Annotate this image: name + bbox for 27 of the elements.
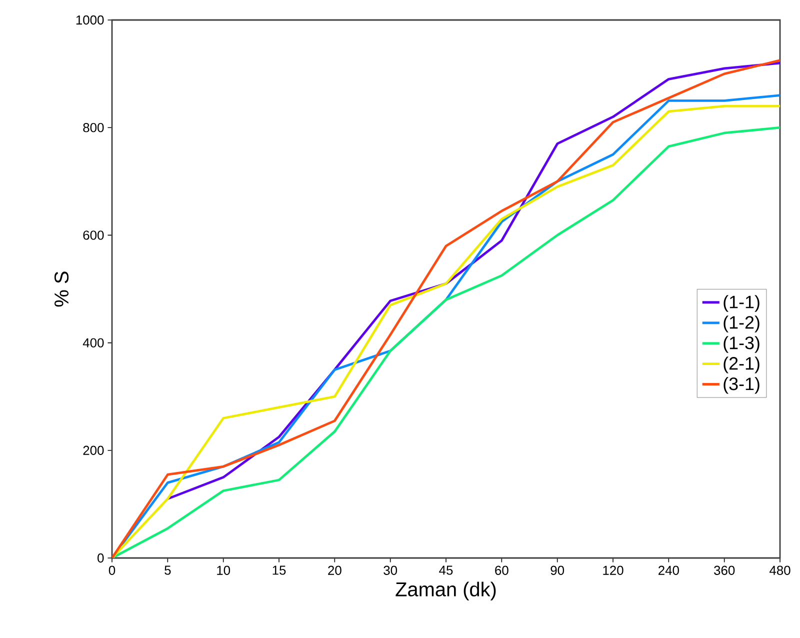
x-tick-label: 480 (770, 566, 790, 575)
x-tick-label: 45 (439, 566, 453, 575)
x-tick-label: 90 (550, 566, 564, 575)
y-tick-label: 800 (83, 123, 104, 132)
x-tick-label: 10 (217, 566, 230, 575)
x-tick-label: 240 (658, 566, 679, 575)
legend-label: (1-1) (724, 295, 760, 312)
x-tick-label: 60 (495, 566, 508, 575)
x-tick-label: 20 (328, 566, 342, 575)
x-tick-label: 120 (603, 566, 624, 575)
legend-label: (2-1) (724, 356, 760, 374)
x-tick-label: 5 (164, 566, 171, 575)
legend-label: (3-1) (724, 377, 760, 394)
y-axis-title: % S (54, 272, 69, 307)
x-tick-label: 30 (384, 566, 398, 575)
x-tick-label: 360 (714, 566, 735, 575)
legend-label: (1-2) (724, 316, 760, 332)
y-tick-label: 600 (83, 230, 104, 240)
y-tick-label: 200 (83, 446, 104, 455)
x-tick-label: 15 (272, 566, 286, 575)
legend-label: (1-3) (724, 336, 760, 353)
y-tick-label: 0 (98, 553, 104, 563)
x-axis-title: Zaman (dk) (396, 582, 496, 600)
y-tick-label: 1000 (76, 15, 104, 25)
y-tick-label: 400 (82, 338, 104, 348)
line-series (166, 62, 780, 500)
x-tick-label: 0 (108, 566, 116, 575)
